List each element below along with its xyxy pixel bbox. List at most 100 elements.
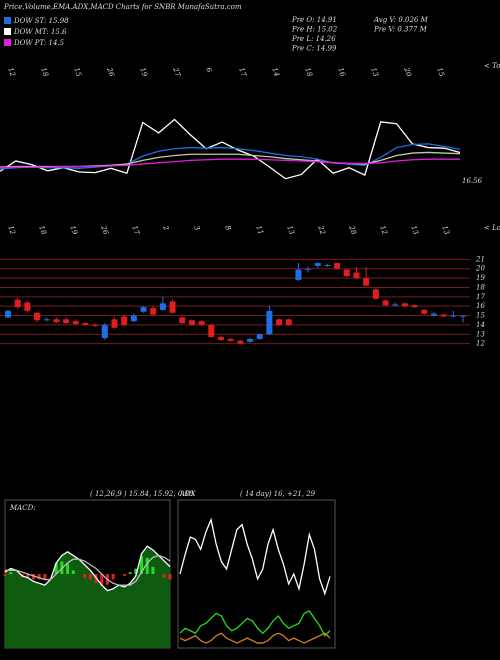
candle-body <box>392 304 399 306</box>
top-label: 15 <box>72 67 83 79</box>
bottom-label: 11 <box>254 225 265 236</box>
candle-body <box>188 320 195 325</box>
macd-area <box>5 546 170 648</box>
candle-body <box>343 269 350 277</box>
candle-body <box>121 316 128 325</box>
line <box>0 143 461 170</box>
top-label: 16 <box>336 67 347 79</box>
line <box>0 158 460 169</box>
legend-entry: DOW PT: 14.5 <box>13 39 65 47</box>
bottom-label: 13 <box>285 225 296 237</box>
bottom-label: 17 <box>130 225 141 237</box>
legend-swatch <box>4 28 11 35</box>
candle-body <box>430 313 437 316</box>
top-label: 12 <box>6 67 17 79</box>
macd-label: MACD: <box>9 504 36 512</box>
macd-params: ( 12,26,9 ) 15.84, 15.92, 0.08 <box>90 490 194 498</box>
bottom-label: 2 <box>161 224 171 232</box>
line <box>0 118 461 180</box>
candle-body <box>305 268 312 270</box>
bottom-label: 8 <box>223 225 232 232</box>
candle-body <box>208 324 215 338</box>
candle-body <box>440 314 447 317</box>
candle-body <box>24 302 31 311</box>
y-tick-label: 21 <box>475 255 485 263</box>
top-label: 18 <box>39 67 50 79</box>
top-label: 14 <box>270 67 281 78</box>
legend-entry: DOW MT: 15.6 <box>13 28 67 36</box>
legend-entry: DOW ST: 15.98 <box>13 17 69 25</box>
top-label: 27 <box>171 66 182 79</box>
candle-body <box>101 324 108 339</box>
line <box>179 632 331 644</box>
line <box>179 610 331 637</box>
candle-body <box>363 278 370 286</box>
candle-body <box>382 300 389 306</box>
candle-body <box>140 307 147 312</box>
candle-body <box>130 315 137 322</box>
candle-body <box>353 272 360 279</box>
candle-body <box>111 319 118 328</box>
y-tick-label: 18 <box>476 283 485 291</box>
candle-body <box>198 321 205 325</box>
bottom-label: 12 <box>6 225 17 237</box>
candle-body <box>14 299 21 308</box>
candle-body <box>150 308 157 315</box>
candle-body <box>460 315 466 317</box>
top-label: 19 <box>138 67 149 79</box>
line <box>5 554 171 586</box>
legend-swatch <box>4 17 11 24</box>
candle-body <box>217 337 224 340</box>
y-tick-label: 13 <box>476 330 485 338</box>
candle-body <box>53 319 60 323</box>
y-tick-label: 20 <box>475 265 485 273</box>
panel <box>177 499 336 649</box>
candle-body <box>314 263 321 266</box>
bottom-label: 3 <box>192 225 201 232</box>
top-label: 20 <box>402 66 413 79</box>
candle-body <box>266 310 273 335</box>
candle-body <box>82 323 89 325</box>
top-label: 26 <box>105 66 116 79</box>
candle-body <box>295 269 302 280</box>
candle-body <box>276 319 283 325</box>
bottom-label: 18 <box>37 225 48 237</box>
candle-body <box>179 317 186 324</box>
y-tick-label: 15 <box>476 312 485 320</box>
y-tick-label: 19 <box>476 274 485 282</box>
candle-body <box>159 303 166 310</box>
bottom-label: 22 <box>316 224 327 237</box>
adx-params: ( 14 day) 16, +21, 29 <box>240 490 316 498</box>
y-tick-label: 17 <box>476 293 485 301</box>
bottom-tag: < Lows <box>484 224 500 232</box>
candle-body <box>34 312 41 321</box>
candle-body <box>401 303 408 307</box>
info: Pre V: 0.377 M <box>373 26 428 34</box>
title: Price,Volume,EMA,ADX,MACD Charts for SNB… <box>3 3 242 11</box>
candle-body <box>334 263 341 269</box>
top-label: 18 <box>303 67 314 79</box>
candle-body <box>227 338 234 341</box>
candle-body <box>256 334 263 339</box>
bottom-label: 12 <box>378 225 389 237</box>
candle-body <box>324 264 331 266</box>
info: Pre H: 15.02 <box>291 26 338 34</box>
candle-body <box>63 319 70 324</box>
candle-body <box>92 324 99 326</box>
info: Pre O: 14.91 <box>291 16 337 24</box>
y-tick-label: 16 <box>476 302 485 310</box>
bottom-label: 13 <box>409 225 420 237</box>
top-tag: < Tops <box>484 62 500 70</box>
last-label: 16.56 <box>462 177 483 185</box>
top-label: 17 <box>237 67 248 79</box>
candle-body <box>411 305 418 308</box>
candle-body <box>247 338 254 342</box>
top-label: 6 <box>204 67 213 74</box>
candle-body <box>372 289 379 299</box>
top-label: 15 <box>435 67 446 79</box>
top-label: 13 <box>369 67 380 79</box>
y-tick-label: 12 <box>476 340 485 348</box>
candle-body <box>5 310 11 318</box>
line <box>179 517 331 596</box>
candle-body <box>169 301 176 313</box>
